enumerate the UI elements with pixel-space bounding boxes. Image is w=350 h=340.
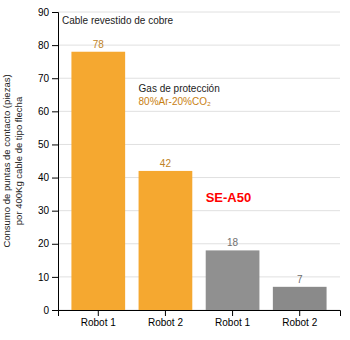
tick-label: 40 [38, 172, 50, 183]
tick-mark [52, 244, 58, 245]
tick-mark [52, 277, 58, 278]
y-tick: 60 [38, 106, 58, 117]
annotation: 80%Ar-20%CO₂ [139, 96, 211, 107]
tick-mark [52, 310, 58, 311]
y-tick: 50 [38, 139, 58, 150]
data-label: 42 [160, 158, 172, 169]
plot: 78421870102030405060708090Robot 1Robot 2… [1, 7, 341, 328]
chart: 78421870102030405060708090Robot 1Robot 2… [0, 0, 350, 340]
axis-title: por 400Kg cable de tipo flecha [13, 96, 24, 225]
tick-mark [52, 78, 58, 79]
tick-mark [52, 178, 58, 179]
tick-mark [98, 310, 99, 316]
y-tick: 80 [38, 40, 58, 51]
x-tick: Robot 2 [282, 310, 317, 328]
y-tick: 90 [38, 7, 58, 18]
bar [273, 287, 327, 310]
tick-label: 90 [38, 7, 50, 18]
tick-label: Robot 1 [215, 317, 250, 328]
tick-mark [232, 310, 233, 316]
tick-label: 10 [38, 272, 50, 283]
axis-title: Consumo de puntas de contacto (piezas) [1, 74, 12, 247]
axis-line [59, 311, 341, 317]
x-tick: Robot 1 [81, 310, 116, 328]
data-label: 7 [297, 274, 303, 285]
data-label: 78 [93, 39, 105, 50]
tick-label: Robot 2 [148, 317, 183, 328]
tick-label: 20 [38, 238, 50, 249]
tick-mark [299, 310, 300, 316]
annotation: Gas de protección [139, 83, 220, 94]
tick-mark [165, 310, 166, 316]
bar [206, 250, 260, 310]
bar [71, 52, 125, 310]
y-tick: 20 [38, 238, 58, 249]
x-tick: Robot 2 [148, 310, 183, 328]
grid-line [58, 12, 340, 13]
axis-line [52, 13, 59, 311]
data-labels: 78 42 18 7 [93, 39, 303, 285]
tick-mark [52, 144, 58, 145]
y-tick: 10 [38, 272, 58, 283]
annotation: SE-A50 [206, 190, 252, 205]
tick-label: 70 [38, 73, 50, 84]
tick-mark [52, 45, 58, 46]
tick-label: Robot 2 [282, 317, 317, 328]
y-tick: 40 [38, 172, 58, 183]
x-axis: Robot 1 Robot 2 Robot 1 Robot 2 [59, 310, 341, 328]
y-tick: 30 [38, 205, 58, 216]
y-tick: 0 [43, 305, 58, 316]
tick-mark [52, 211, 58, 212]
x-tick: Robot 1 [215, 310, 250, 328]
y-tick: 70 [38, 73, 58, 84]
tick-label: 50 [38, 139, 50, 150]
bars [71, 52, 326, 310]
bar [139, 171, 193, 310]
tick-label: 30 [38, 205, 50, 216]
tick-mark [52, 111, 58, 112]
tick-mark [52, 12, 58, 13]
tick-label: Robot 1 [81, 317, 116, 328]
grid [58, 12, 340, 310]
annotation: Cable revestido de cobre [62, 15, 174, 26]
tick-label: 60 [38, 106, 50, 117]
data-label: 18 [227, 237, 239, 248]
y-axis: 0 10 20 30 40 50 60 70 80 90 [38, 7, 59, 316]
tick-label: 0 [43, 305, 49, 316]
tick-label: 80 [38, 40, 50, 51]
